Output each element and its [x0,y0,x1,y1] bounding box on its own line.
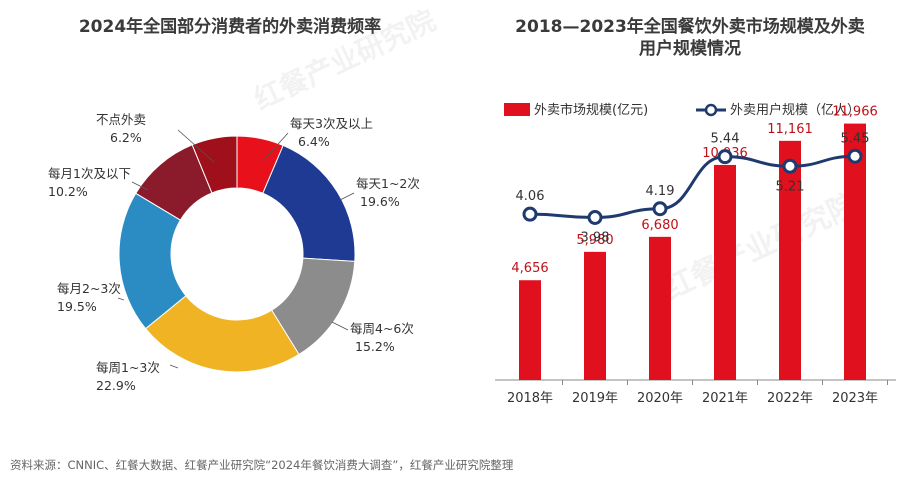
market-size-value-label: 4,656 [511,261,548,276]
market-size-bar [779,140,801,380]
market-size-bar [519,280,541,380]
market-size-value-label: 11,966 [832,105,878,120]
market-size-value-label: 6,680 [641,218,678,233]
market-size-bar [844,123,866,380]
donut-category-label: 每月2~3次 [57,281,121,296]
user-scale-point [782,158,798,174]
donut-value-label: 15.2% [355,339,395,354]
donut-value-label: 19.5% [57,299,97,314]
user-scale-value-label: 5.21 [776,179,805,194]
x-axis-tick-label: 2019年 [572,391,618,406]
user-scale-point [847,148,863,164]
user-scale-point [652,201,668,217]
leader-line-7 [177,129,215,163]
donut-slice-2 [262,144,356,262]
x-axis-tick-label: 2018年 [507,391,553,406]
leader-line-4 [169,364,179,369]
user-scale-value-label: 5.44 [711,132,740,147]
user-scale-point [717,149,733,165]
bar-chart-title-line1: 2018—2023年全国餐饮外卖市场规模及外卖 [515,17,865,37]
leader-line-3 [331,321,349,331]
leader-line-6 [131,181,149,191]
bar-chart-title-line2: 用户规模情况 [639,39,741,59]
market-size-value-label: 11,161 [767,122,813,137]
donut-category-label: 不点外卖 [96,112,146,127]
x-axis-tick-label: 2023年 [832,391,878,406]
bar-line-chart: 红餐产业研究院 外卖市场规模(亿元) 外卖用户规模（亿人） 4,656 2018年 5,9… [495,102,896,406]
user-scale-value-label: 4.06 [516,189,545,204]
user-scale-value-label: 3.98 [581,231,610,246]
watermark-text: 红餐产业研究院 [659,187,864,307]
user-scale-value-label: 4.19 [646,184,675,199]
donut-category-label: 每月1次及以下 [48,166,131,181]
watermark-text: 红餐产业研究院 [249,4,441,117]
legend-bar-swatch [504,103,530,116]
source-footnote: 资料来源：CNNIC、红餐大数据、红餐产业研究院“2024年餐饮消费大调查”，红… [10,458,514,472]
leader-line-1 [261,132,289,163]
leader-line-5 [117,297,125,301]
donut-value-label: 19.6% [360,194,400,209]
donut-slice-7 [191,135,238,194]
donut-category-label: 每天3次及以上 [290,116,373,131]
user-scale-value-label: 5.45 [841,131,870,146]
donut-value-label: 22.9% [96,378,136,393]
x-axis-tick-label: 2020年 [637,391,683,406]
x-axis-tick-label: 2021年 [702,391,748,406]
donut-value-label: 6.4% [298,134,330,149]
user-scale-point [587,210,603,225]
donut-category-label: 每周1~3次 [96,360,160,375]
market-size-bar [584,251,606,380]
bar-chart-title: 2018—2023年全国餐饮外卖市场规模及外卖 用户规模情况 [470,16,910,60]
donut-category-label: 每天1~2次 [356,176,420,191]
market-size-value-label: 5,980 [576,233,613,248]
legend-line-marker [704,103,718,117]
user-scale-point [522,206,538,222]
donut-chart-title: 2024年全国部分消费者的外卖消费频率 [78,17,382,37]
donut-value-label: 6.2% [110,130,142,145]
donut-category-label: 每周4~6次 [350,321,414,336]
x-axis-tick-label: 2022年 [767,391,813,406]
market-size-bar [649,236,671,380]
market-size-bar [714,164,736,380]
leader-line-2 [339,192,355,201]
legend-bar-label: 外卖市场规模(亿元) [534,102,648,118]
donut-value-label: 10.2% [48,184,88,199]
legend-line-label: 外卖用户规模（亿人） [730,102,860,118]
